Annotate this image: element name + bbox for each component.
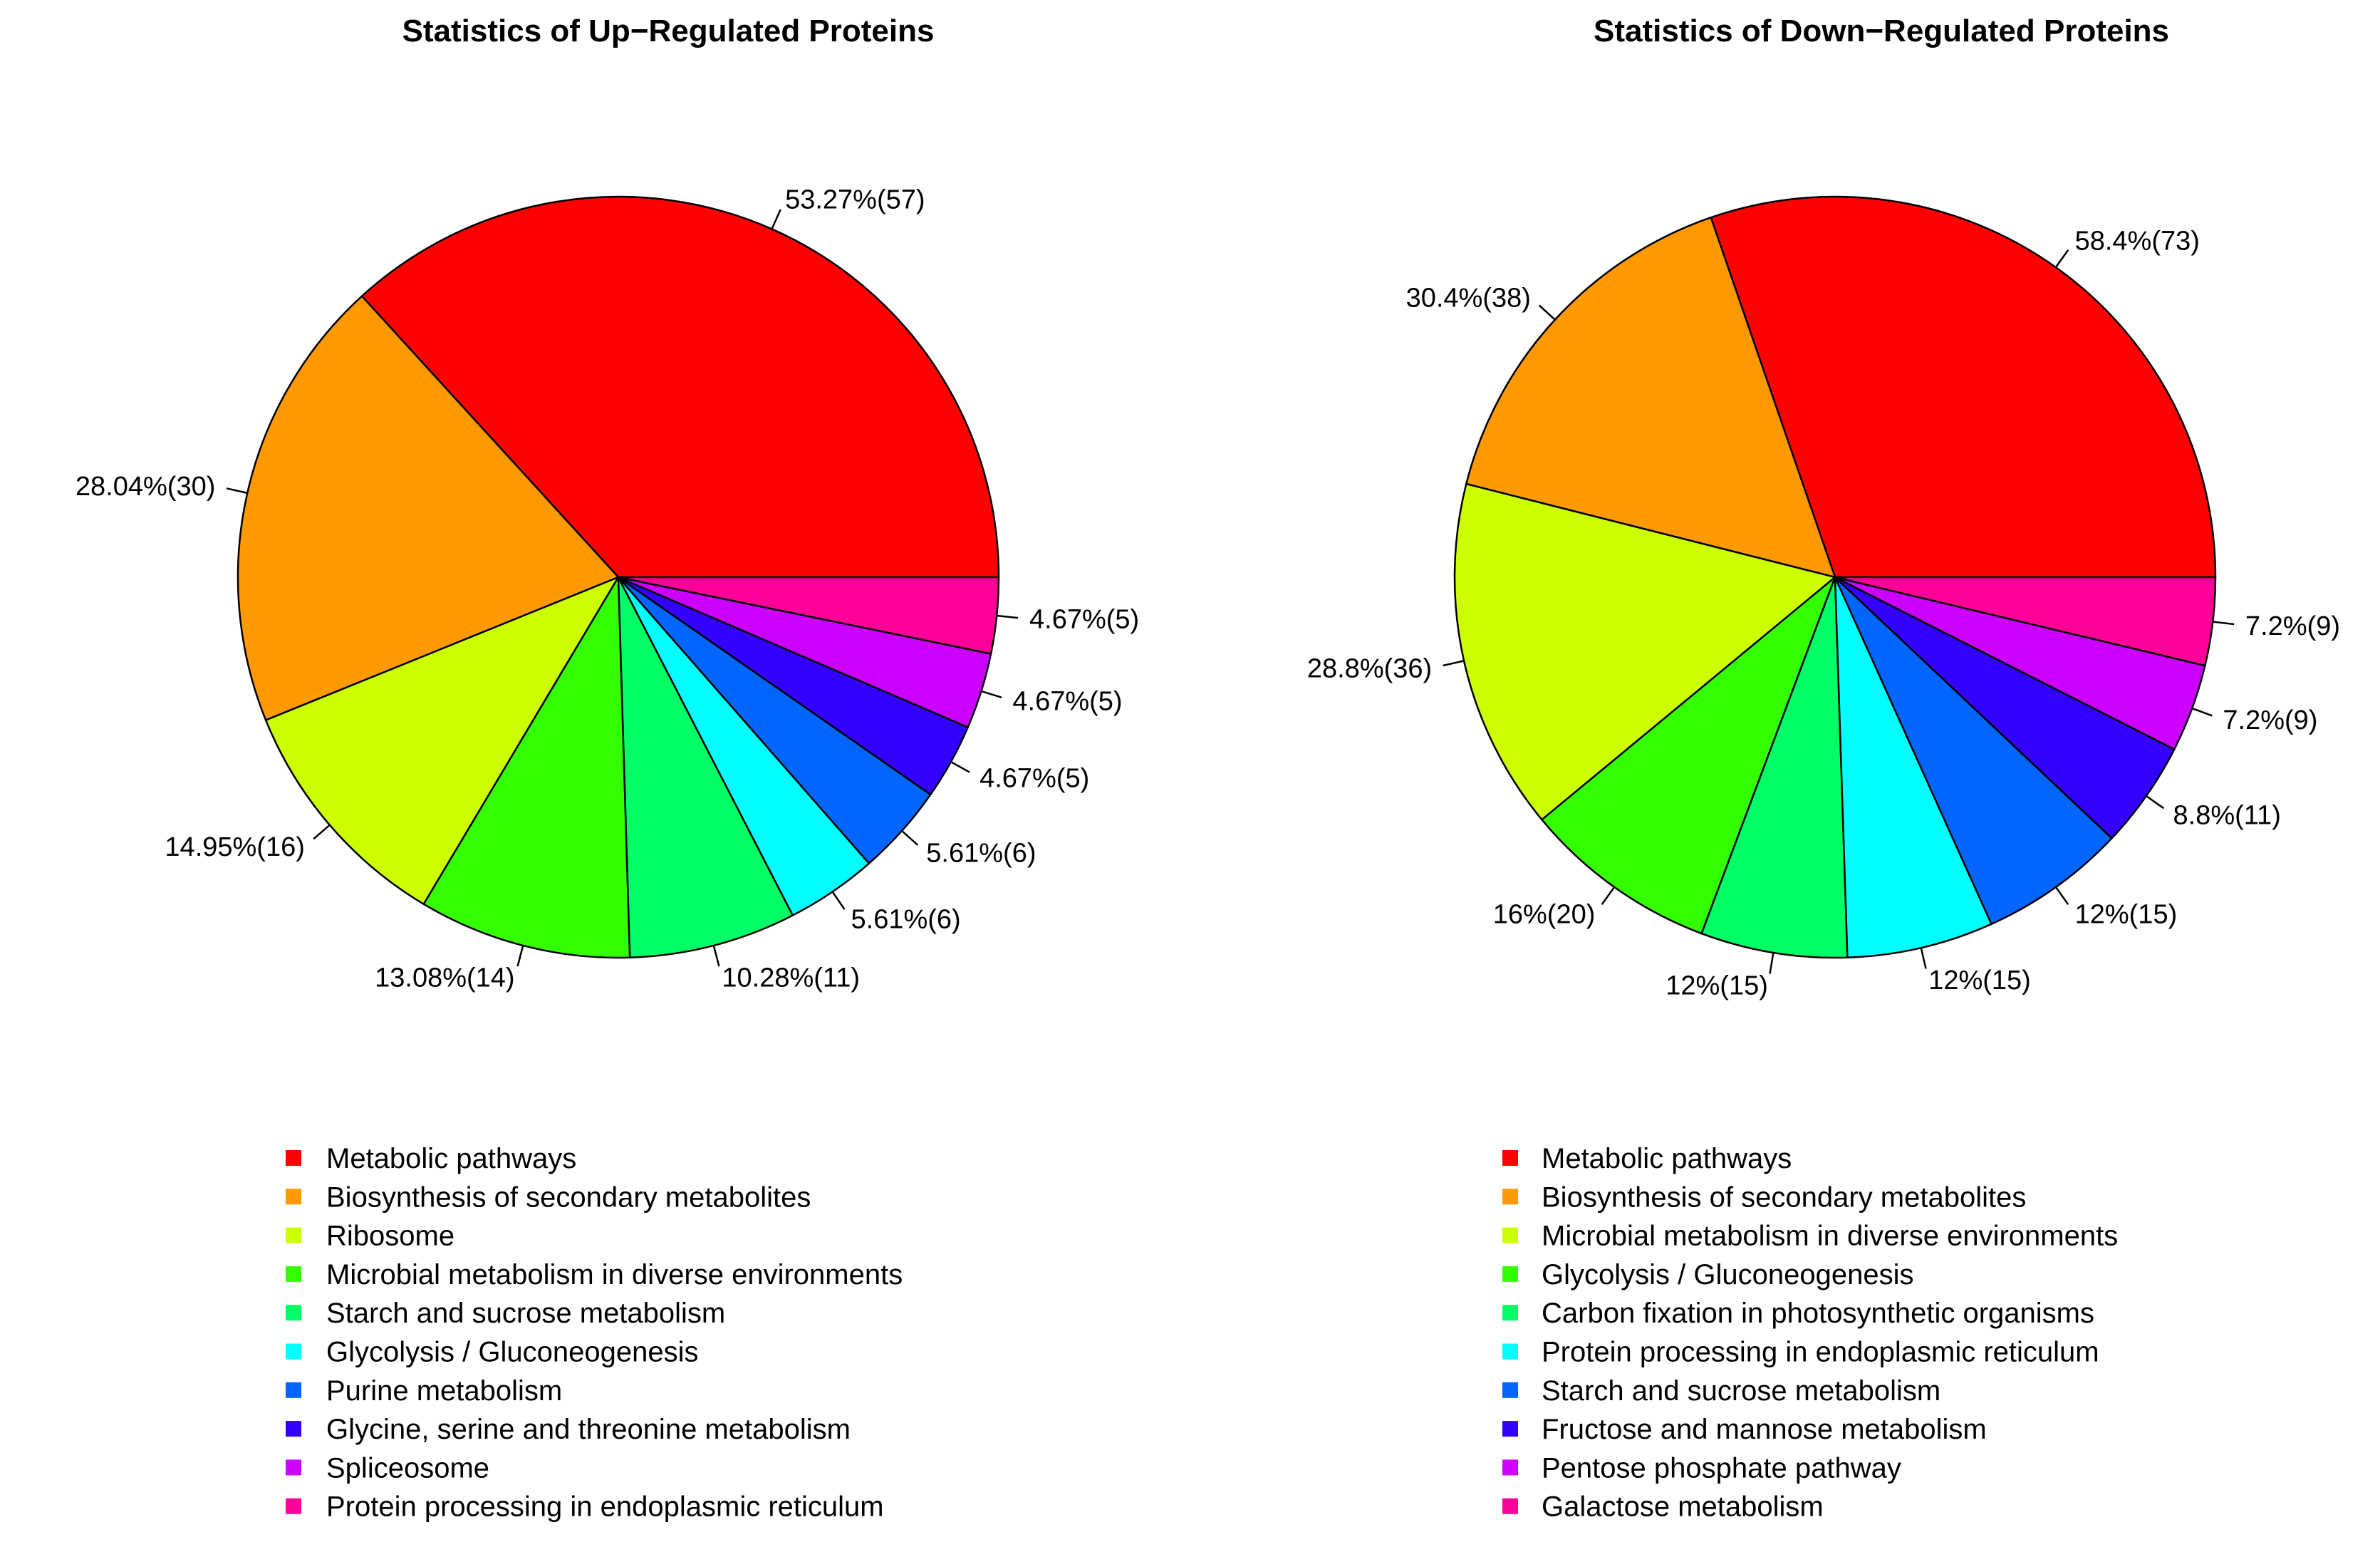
slice-leader-line bbox=[1538, 304, 1556, 321]
slice-leader-line bbox=[771, 209, 781, 229]
legend-marker bbox=[286, 1382, 301, 1398]
slice-label: 8.8%(11) bbox=[2173, 801, 2281, 831]
legend-marker bbox=[1502, 1266, 1518, 1282]
slice-label: 30.4%(38) bbox=[1406, 284, 1531, 314]
slice-label: 28.04%(30) bbox=[76, 472, 215, 502]
slice-label: 4.67%(5) bbox=[979, 764, 1089, 794]
slice-leader-line bbox=[313, 824, 331, 840]
legend-marker bbox=[286, 1459, 301, 1476]
legend-marker bbox=[1502, 1343, 1518, 1360]
legend-marker bbox=[1502, 1189, 1518, 1205]
slice-label: 58.4%(73) bbox=[2075, 227, 2200, 257]
slice-leader-line bbox=[1443, 660, 1465, 667]
slice-leader-line bbox=[2191, 707, 2213, 717]
legend-label: Glycolysis / Gluconeogenesis bbox=[1542, 1259, 1913, 1290]
legend-marker bbox=[286, 1227, 301, 1243]
legend-marker bbox=[286, 1305, 301, 1321]
slice-leader-line bbox=[950, 761, 970, 773]
legend-label: Carbon fixation in photosynthetic organi… bbox=[1542, 1298, 2094, 1329]
pie-slice bbox=[1710, 195, 2217, 579]
slice-leader-line bbox=[981, 690, 1002, 698]
pie-slice bbox=[617, 576, 1000, 655]
slice-label: 4.67%(5) bbox=[1029, 605, 1139, 635]
legend-marker bbox=[1502, 1305, 1518, 1321]
slice-label: 13.08%(14) bbox=[375, 963, 514, 993]
legend-marker bbox=[1502, 1421, 1518, 1437]
slice-label: 7.2%(9) bbox=[2223, 705, 2317, 735]
pie-slice bbox=[1834, 576, 2113, 926]
pie-slice bbox=[1453, 482, 1836, 821]
slice-label: 16%(20) bbox=[1493, 899, 1596, 929]
slice-leader-line bbox=[1769, 952, 1774, 974]
legend-label: Fructose and mannose metabolism bbox=[1542, 1414, 1987, 1445]
legend-label: Spliceosome bbox=[326, 1452, 489, 1484]
slice-leader-line bbox=[901, 830, 919, 846]
pie-slice bbox=[237, 295, 620, 721]
pie-slice bbox=[422, 576, 631, 959]
legend-label: Starch and sucrose metabolism bbox=[1542, 1375, 1940, 1407]
pie-slice bbox=[360, 195, 1000, 579]
slice-leader-line bbox=[712, 945, 720, 967]
slice-leader-line bbox=[2054, 886, 2069, 906]
pie-chart-2: Statistics of Down−Regulated Proteins 58.… bbox=[1307, 14, 2340, 1523]
slice-label: 12%(15) bbox=[1666, 971, 1768, 1000]
slice-label: 4.67%(5) bbox=[1012, 687, 1122, 717]
slice-label: 12%(15) bbox=[2075, 899, 2178, 929]
slice-label: 28.8%(36) bbox=[1307, 654, 1432, 684]
slice-label: 12%(15) bbox=[1928, 966, 2031, 995]
legend-marker bbox=[1502, 1150, 1518, 1166]
legend-marker bbox=[286, 1150, 301, 1166]
legend-label: Metabolic pathways bbox=[1542, 1143, 1792, 1174]
legend-marker bbox=[1502, 1498, 1518, 1514]
slice-label: 5.61%(6) bbox=[851, 904, 961, 934]
legend-label: Microbial metabolism in diverse environm… bbox=[1542, 1221, 2118, 1252]
slice-leader-line bbox=[226, 487, 248, 495]
slice-leader-line bbox=[2054, 249, 2069, 268]
legend-label: Ribosome bbox=[326, 1221, 454, 1252]
legend: Metabolic pathways Biosynthesis of second… bbox=[1502, 1143, 2118, 1523]
legend-marker bbox=[1502, 1459, 1518, 1476]
chart-title: Statistics of Down−Regulated Proteins bbox=[1594, 14, 2169, 48]
slice-leader-line bbox=[831, 891, 846, 910]
legend-label: Glycine, serine and threonine metabolism bbox=[326, 1414, 851, 1445]
legend-marker bbox=[1502, 1227, 1518, 1243]
slice-leader-line bbox=[1601, 886, 1616, 906]
pie-chart-1: Statistics of Up−Regulated Proteins 53.27… bbox=[76, 14, 1139, 1523]
slice-leader-line bbox=[1920, 947, 1927, 969]
pie-slice bbox=[1834, 576, 1992, 958]
pie-slice bbox=[617, 576, 794, 958]
legend-label: Galactose metabolism bbox=[1542, 1491, 1824, 1523]
legend-label: Biosynthesis of secondary metabolites bbox=[326, 1181, 811, 1213]
legend-label: Glycolysis / Gluconeogenesis bbox=[326, 1337, 698, 1368]
legend-label: Pentose phosphate pathway bbox=[1542, 1452, 1901, 1484]
pie-slice bbox=[1834, 576, 2217, 667]
slice-leader-line bbox=[2146, 795, 2165, 809]
chart-title: Statistics of Up−Regulated Proteins bbox=[402, 14, 935, 48]
pie-slice bbox=[1541, 576, 1836, 935]
legend-marker bbox=[286, 1189, 301, 1205]
legend-label: Purine metabolism bbox=[326, 1375, 562, 1407]
legend-label: Protein processing in endoplasmic reticu… bbox=[326, 1491, 884, 1523]
slice-label: 10.28%(11) bbox=[722, 963, 860, 993]
legend-label: Protein processing in endoplasmic reticu… bbox=[1542, 1337, 2099, 1368]
slice-label: 53.27%(57) bbox=[785, 185, 925, 214]
legend-marker bbox=[286, 1421, 301, 1437]
legend-marker bbox=[286, 1343, 301, 1360]
legend-marker bbox=[1502, 1382, 1518, 1398]
legend-label: Metabolic pathways bbox=[326, 1143, 576, 1174]
legend-label: Starch and sucrose metabolism bbox=[326, 1298, 725, 1329]
slice-label: 14.95%(16) bbox=[165, 832, 304, 862]
slice-label: 5.61%(6) bbox=[926, 839, 1036, 869]
slice-leader-line bbox=[516, 945, 524, 967]
legend: Metabolic pathways Biosynthesis of second… bbox=[286, 1143, 903, 1523]
pie-slice bbox=[1700, 576, 1849, 959]
legend-label: Biosynthesis of secondary metabolites bbox=[1542, 1181, 2026, 1213]
legend-label: Microbial metabolism in diverse environm… bbox=[326, 1259, 903, 1290]
slice-leader-line bbox=[2213, 621, 2235, 626]
legend-marker bbox=[286, 1498, 301, 1514]
legend-marker bbox=[286, 1266, 301, 1282]
slice-leader-line bbox=[997, 614, 1019, 619]
slice-label: 7.2%(9) bbox=[2245, 611, 2340, 641]
